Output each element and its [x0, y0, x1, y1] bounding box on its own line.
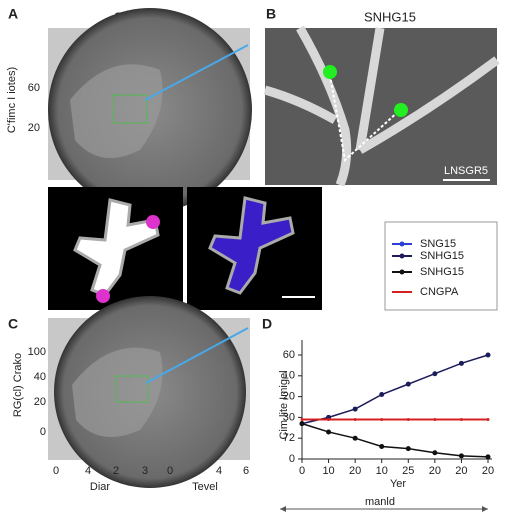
legend-label: SNHG15 — [420, 250, 464, 262]
scale-label: LNSGR5 — [444, 165, 488, 177]
legend-marker — [399, 269, 405, 275]
y-tick-label: 20 — [283, 391, 295, 403]
data-point — [433, 417, 437, 421]
data-point — [300, 417, 304, 421]
y-axis-label: C'fimc I iotes) — [6, 67, 18, 133]
data-point — [352, 435, 358, 441]
x-tick-label: 4 — [85, 465, 91, 477]
data-point — [485, 352, 491, 358]
y-axis-label: RG(cl) Crako — [12, 353, 24, 417]
data-point — [432, 371, 438, 377]
x-tick-label: 0 — [299, 465, 305, 477]
data-point — [486, 417, 490, 421]
data-point — [459, 417, 463, 421]
panel-letter: B — [266, 6, 276, 22]
data-point — [485, 454, 491, 460]
y-tick-label: 10 — [283, 370, 295, 382]
data-point — [432, 450, 438, 456]
panel-title: SNHG15 — [364, 9, 416, 24]
data-point — [379, 392, 385, 398]
x-tick-label: 2 — [113, 465, 119, 477]
y-tick-label: 30 — [283, 411, 295, 423]
image-shape-blue — [187, 187, 322, 310]
y-tick-label: 60 — [28, 82, 40, 94]
y-tick-label: 0 — [40, 426, 46, 438]
x-axis-label: Diar — [90, 481, 111, 493]
data-point — [327, 417, 331, 421]
legend-marker — [399, 253, 405, 259]
data-point — [299, 421, 305, 427]
span-label: manld — [365, 496, 395, 508]
image-b — [263, 25, 500, 187]
x-tick-label: 10 — [376, 465, 388, 477]
x-axis-label: Tevel — [192, 481, 218, 493]
y-tick-label: 72 — [283, 432, 295, 444]
x-tick-label: 20 — [482, 465, 494, 477]
x-tick-label: 10 — [322, 465, 334, 477]
x-tick-label: 20 — [349, 465, 361, 477]
legend-label: CNGPA — [420, 286, 459, 298]
data-point — [405, 446, 411, 452]
x-axis-label: Yer — [390, 478, 406, 490]
x-tick-label: 4 — [216, 465, 222, 477]
image-shape-white — [48, 187, 183, 310]
data-point — [405, 381, 411, 387]
image-c — [48, 296, 250, 488]
x-tick-label: 25 — [402, 465, 414, 477]
data-point — [380, 417, 384, 421]
x-tick-label: 20 — [455, 465, 467, 477]
y-tick-label: 60 — [283, 349, 295, 361]
y-tick-label: 100 — [28, 346, 46, 358]
data-point — [458, 453, 464, 459]
x-tick-label: 3 — [142, 465, 148, 477]
data-point — [379, 444, 385, 450]
x-tick-label: 0 — [53, 465, 59, 477]
data-point — [326, 429, 332, 435]
y-tick-label: 40 — [34, 371, 46, 383]
panel-letter: C — [8, 316, 18, 332]
legend-marker — [399, 241, 405, 247]
data-point — [406, 417, 410, 421]
y-tick-label: 0 — [289, 453, 295, 465]
image-a — [48, 8, 252, 212]
y-tick-label: 20 — [28, 122, 40, 134]
y-axis-label: Cim lite Imigel — [278, 370, 290, 439]
panel-letter: D — [262, 316, 272, 332]
series-line — [301, 354, 489, 425]
x-tick-label: 0 — [167, 465, 173, 477]
y-tick-label: 20 — [34, 396, 46, 408]
x-tick-label: 6 — [243, 465, 249, 477]
x-tick-label: 20 — [429, 465, 441, 477]
legend-box — [384, 221, 498, 311]
data-point — [353, 417, 357, 421]
legend-label: SNG15 — [420, 238, 456, 250]
panel-letter: A — [8, 6, 18, 22]
series-line — [301, 422, 489, 458]
data-point — [458, 360, 464, 366]
legend-label: SNHG15 — [420, 266, 464, 278]
data-point — [352, 406, 358, 412]
